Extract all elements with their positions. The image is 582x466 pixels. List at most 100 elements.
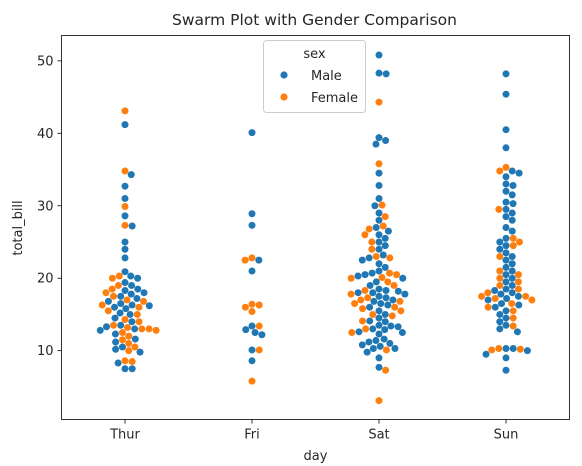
data-point-male — [128, 365, 136, 373]
data-point-male — [127, 171, 135, 179]
data-point-male — [502, 242, 510, 250]
data-point-male — [508, 267, 516, 275]
data-point-male — [128, 318, 136, 326]
data-point-male — [508, 167, 516, 175]
plot-area-frame — [61, 35, 570, 420]
chart-title: Swarm Plot with Gender Comparison — [172, 11, 457, 29]
data-point-female — [359, 317, 367, 325]
data-point-female — [135, 318, 143, 326]
data-point-female — [348, 329, 356, 337]
data-point-male — [361, 271, 369, 279]
data-point-male — [502, 354, 510, 362]
data-point-female — [108, 274, 116, 282]
data-point-male — [523, 347, 531, 355]
data-point-male — [375, 363, 383, 371]
data-point-male — [375, 285, 383, 293]
data-point-female — [118, 329, 126, 337]
data-point-male — [366, 303, 374, 311]
data-point-female — [385, 269, 393, 277]
data-point-male — [382, 287, 390, 295]
y-tick-label: 50 — [37, 54, 54, 69]
data-point-female — [347, 290, 355, 298]
data-point-female — [379, 222, 387, 230]
data-point-male — [508, 252, 516, 260]
data-point-female — [248, 377, 256, 385]
data-point-female — [368, 238, 376, 246]
data-point-female — [121, 107, 129, 115]
data-point-male — [136, 348, 144, 356]
data-point-male — [375, 354, 383, 362]
data-point-female — [241, 303, 249, 311]
data-point-female — [361, 231, 369, 239]
data-point-male — [121, 365, 129, 373]
data-point-female — [364, 294, 372, 302]
data-point-female — [509, 322, 517, 330]
y-tick-label: 20 — [37, 272, 54, 287]
data-point-male — [508, 260, 516, 268]
data-point-male — [502, 307, 510, 315]
data-point-male — [508, 216, 516, 224]
data-point-female — [114, 281, 122, 289]
data-point-male — [394, 287, 402, 295]
data-point-female — [388, 312, 396, 320]
y-tick-label: 40 — [37, 127, 54, 142]
data-point-female — [102, 289, 110, 297]
data-point-female — [115, 272, 123, 280]
data-point-male — [502, 70, 510, 78]
data-point-male — [398, 329, 406, 337]
data-point-male — [375, 314, 383, 322]
data-point-female — [496, 267, 504, 275]
data-point-male — [502, 126, 510, 134]
data-point-male — [502, 180, 510, 188]
data-point-male — [508, 209, 516, 217]
data-point-female — [140, 297, 148, 305]
data-point-male — [381, 263, 389, 271]
data-point-male — [515, 301, 523, 309]
data-point-female — [357, 296, 365, 304]
data-point-male — [375, 260, 383, 268]
data-point-male — [369, 289, 377, 297]
data-point-female — [382, 346, 390, 354]
data-point-male — [134, 274, 142, 282]
data-point-male — [363, 348, 371, 356]
data-point-male — [355, 328, 363, 336]
data-point-male — [375, 321, 383, 329]
data-point-male — [251, 329, 259, 337]
data-point-male — [502, 271, 510, 279]
data-point-female — [133, 310, 141, 318]
data-point-female — [255, 346, 263, 354]
data-point-male — [248, 129, 256, 137]
data-point-female — [118, 336, 126, 344]
data-point-female — [121, 357, 129, 365]
data-point-male — [102, 323, 110, 331]
data-point-female — [372, 252, 380, 260]
data-point-male — [502, 321, 510, 329]
data-point-male — [248, 267, 256, 275]
data-points — [96, 51, 536, 405]
data-point-female — [378, 201, 386, 209]
data-point-male — [496, 310, 504, 318]
data-point-male — [372, 224, 380, 231]
data-point-male — [375, 181, 383, 189]
data-point-male — [375, 169, 383, 177]
data-point-female — [121, 202, 129, 210]
data-point-female — [368, 245, 376, 253]
data-point-male — [376, 342, 384, 350]
data-point-male — [502, 256, 510, 264]
data-point-male — [502, 224, 510, 231]
data-point-female — [248, 300, 256, 308]
data-point-male — [502, 249, 510, 257]
data-point-male — [399, 274, 407, 282]
data-point-male — [127, 290, 135, 298]
data-point-female — [390, 281, 398, 289]
data-point-male — [371, 202, 379, 210]
data-point-female — [509, 242, 517, 250]
data-point-male — [121, 212, 129, 220]
data-point-female — [384, 278, 392, 286]
data-point-female — [496, 274, 504, 282]
data-point-female — [386, 254, 394, 262]
data-point-female — [391, 303, 399, 311]
data-point-male — [121, 279, 129, 287]
data-point-male — [502, 173, 510, 181]
